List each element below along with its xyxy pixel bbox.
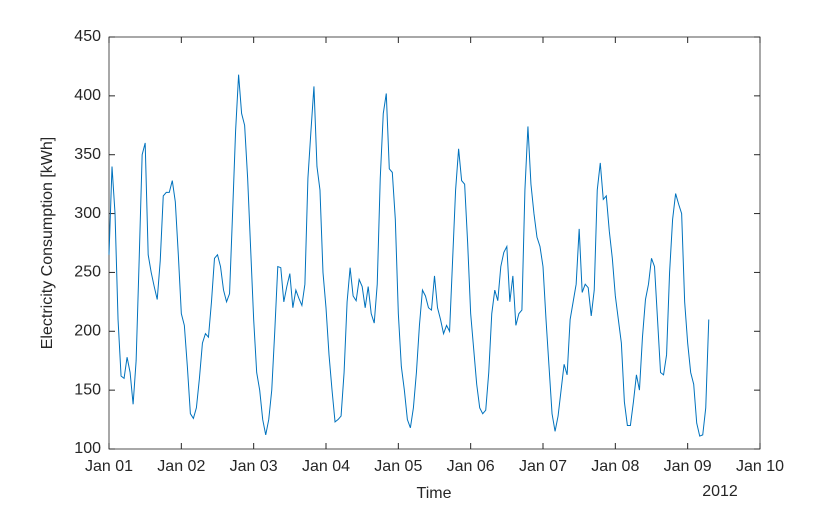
x-tick-label: Jan 01 xyxy=(85,458,133,475)
y-tick-label: 250 xyxy=(74,264,101,281)
x-tick-label: Jan 05 xyxy=(374,458,422,475)
x-tick-label: Jan 03 xyxy=(230,458,278,475)
x-tick-label: Jan 04 xyxy=(302,458,350,475)
x-tick-label: Jan 02 xyxy=(157,458,205,475)
x-axis-label: Time xyxy=(417,485,452,502)
x-tick-label: Jan 06 xyxy=(447,458,495,475)
x-secondary-label: 2012 xyxy=(702,483,738,500)
y-tick-label: 400 xyxy=(74,87,101,104)
x-tick-label: Jan 07 xyxy=(519,458,567,475)
y-tick-label: 100 xyxy=(74,440,101,457)
y-tick-label: 200 xyxy=(74,323,101,340)
y-tick-label: 350 xyxy=(74,146,101,163)
x-tick-label: Jan 08 xyxy=(591,458,639,475)
plot-box xyxy=(108,36,761,450)
y-axis-label: Electricity Consumption [kWh] xyxy=(39,137,56,350)
x-tick-label: Jan 10 xyxy=(736,458,784,475)
y-tick-label: 300 xyxy=(74,205,101,222)
y-tick-label: 150 xyxy=(74,381,101,398)
series-line xyxy=(108,74,710,437)
y-tick-label: 450 xyxy=(74,28,101,45)
x-tick-label: Jan 09 xyxy=(664,458,712,475)
